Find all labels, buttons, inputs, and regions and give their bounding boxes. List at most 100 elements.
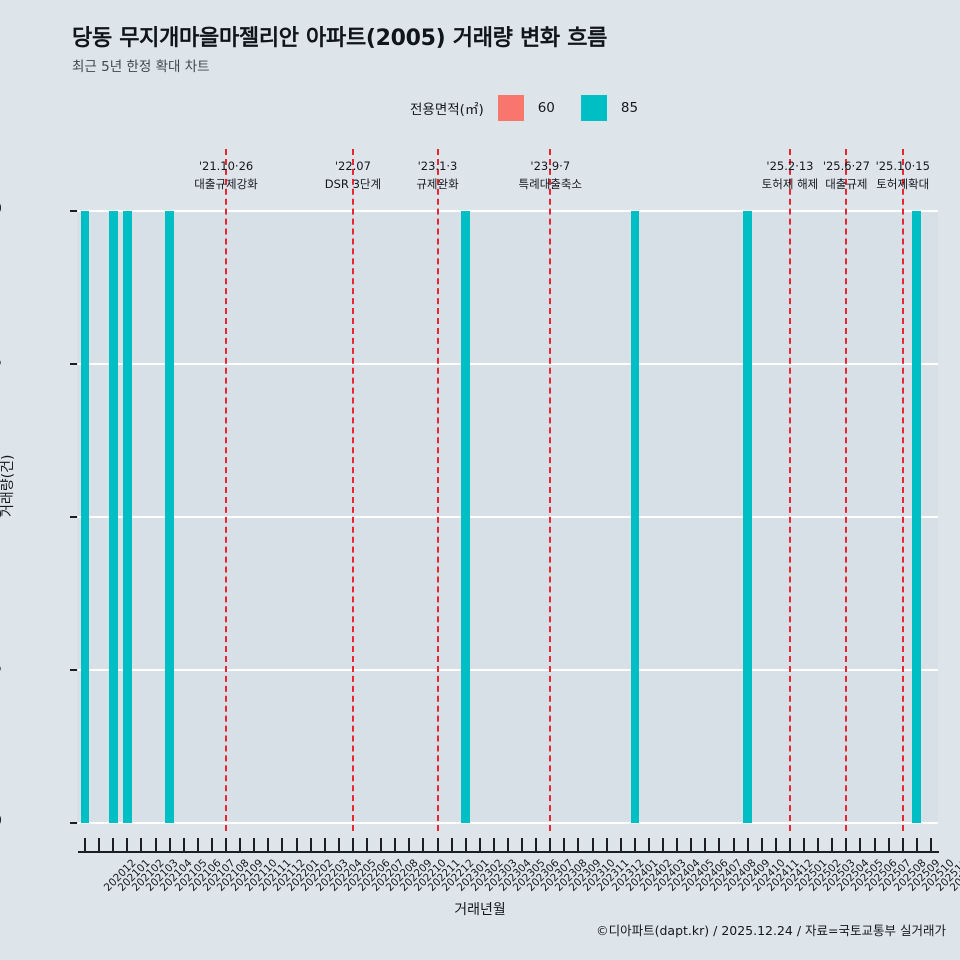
x-axis-tick-mark xyxy=(887,838,890,851)
x-axis-tick-mark xyxy=(549,838,552,851)
bar[interactable] xyxy=(80,211,90,823)
gridline xyxy=(78,822,938,824)
event-annotation: '25.10·15 토허제확대 xyxy=(813,158,960,194)
x-axis-tick-mark xyxy=(718,838,721,851)
y-axis-tick-mark xyxy=(70,822,77,824)
x-axis-title: 거래년월 xyxy=(454,902,506,918)
y-axis-tick-label: 0.50 xyxy=(0,507,2,523)
bar[interactable] xyxy=(461,211,471,823)
bar[interactable] xyxy=(108,211,118,823)
x-axis-tick-mark xyxy=(591,838,594,851)
legend-label-85: 85 xyxy=(620,100,639,116)
bar[interactable] xyxy=(630,211,640,823)
x-axis-tick-mark xyxy=(436,838,439,851)
x-axis-tick-mark xyxy=(394,838,397,851)
legend-swatch-60[interactable] xyxy=(497,95,524,121)
x-axis-tick-mark xyxy=(225,838,228,851)
x-axis-tick-mark xyxy=(662,838,665,851)
x-axis-tick-mark xyxy=(84,838,87,851)
x-axis-tick-mark xyxy=(619,838,622,851)
legend: 전용면적(㎡) 60 85 xyxy=(410,95,638,121)
footer-credit: ©디아파트(dapt.kr) / 2025.12.24 / 자료=국토교통부 실… xyxy=(596,923,946,938)
event-marker-line xyxy=(549,149,552,831)
x-axis-tick-mark xyxy=(647,838,650,851)
event-marker-line xyxy=(901,149,904,831)
x-axis-line xyxy=(78,851,939,853)
x-axis-tick-mark xyxy=(915,838,918,851)
x-axis-tick-mark xyxy=(704,838,707,851)
bar[interactable] xyxy=(165,211,174,823)
event-marker-line xyxy=(845,149,848,831)
event-date: '25.10·15 xyxy=(875,159,930,173)
event-marker-line xyxy=(788,149,791,831)
legend-title: 전용면적(㎡) xyxy=(410,102,484,118)
x-axis-tick-mark xyxy=(239,838,242,851)
x-axis-tick-mark xyxy=(563,838,566,851)
x-axis-tick-mark xyxy=(366,838,369,851)
gridline xyxy=(78,669,938,671)
y-axis-title: 거래량(건) xyxy=(0,454,16,517)
x-axis-tick-mark xyxy=(845,838,848,851)
x-axis-tick-mark xyxy=(605,838,608,851)
y-axis-tick-mark xyxy=(70,516,77,518)
x-axis-tick-mark xyxy=(690,838,693,851)
y-axis-tick-mark xyxy=(70,210,77,212)
event-name: 토허제확대 xyxy=(876,176,930,191)
y-axis-tick-mark xyxy=(70,669,77,671)
event-marker-line xyxy=(351,149,354,831)
x-axis-tick-mark xyxy=(450,838,453,851)
event-marker-line xyxy=(436,149,439,831)
x-axis-tick-mark xyxy=(577,838,580,851)
x-axis-tick-mark xyxy=(126,838,129,851)
x-axis-tick-mark xyxy=(182,838,185,851)
x-axis-tick-mark xyxy=(478,838,481,851)
gridline xyxy=(78,210,938,212)
y-axis-tick-label: 0.25 xyxy=(0,660,2,676)
x-axis-tick-mark xyxy=(253,838,256,851)
plot-area xyxy=(78,149,938,831)
x-axis-tick-mark xyxy=(380,838,383,851)
y-axis-tick-label: 0.75 xyxy=(0,354,2,370)
bar[interactable] xyxy=(912,211,922,823)
y-axis-tick-label: 1.00 xyxy=(0,201,2,217)
x-axis-tick-mark xyxy=(746,838,749,851)
x-axis-tick-mark xyxy=(859,838,862,851)
x-axis-tick-mark xyxy=(535,838,538,851)
x-axis-tick-mark xyxy=(267,838,270,851)
x-axis-tick-mark xyxy=(521,838,524,851)
x-axis-tick-mark xyxy=(732,838,735,851)
x-axis-tick-mark xyxy=(196,838,199,851)
x-axis-tick-mark xyxy=(98,838,101,851)
legend-swatch-85[interactable] xyxy=(580,95,607,121)
bar[interactable] xyxy=(743,211,753,823)
x-axis-tick-mark xyxy=(295,838,298,851)
x-axis-tick-mark xyxy=(760,838,763,851)
event-marker-line xyxy=(225,149,228,831)
x-axis-tick-mark xyxy=(901,838,904,851)
gridline xyxy=(78,363,938,365)
x-axis-tick-mark xyxy=(873,838,876,851)
x-axis-tick-mark xyxy=(210,838,213,851)
x-axis-tick-mark xyxy=(831,838,834,851)
x-axis-tick-mark xyxy=(774,838,777,851)
y-axis-line xyxy=(77,211,78,824)
y-axis-tick-mark xyxy=(70,363,77,365)
x-axis-tick-mark xyxy=(929,838,932,851)
x-axis-tick-mark xyxy=(788,838,791,851)
x-axis-tick-mark xyxy=(168,838,171,851)
x-axis-tick-mark xyxy=(507,838,509,851)
x-axis-tick-mark xyxy=(633,838,636,851)
x-axis-tick-mark xyxy=(112,838,115,851)
x-axis-tick-mark xyxy=(408,838,411,851)
x-axis-tick-mark xyxy=(323,838,326,851)
x-axis-tick-mark xyxy=(309,838,312,851)
x-axis-tick-mark xyxy=(803,838,806,851)
bar[interactable] xyxy=(122,211,132,823)
x-axis-tick-mark xyxy=(351,838,354,851)
legend-label-60: 60 xyxy=(537,100,555,116)
y-axis-tick-label: 0.00 xyxy=(0,813,2,829)
x-axis-tick-mark xyxy=(464,838,467,851)
x-axis-tick-mark xyxy=(817,838,820,851)
x-axis-tick-mark xyxy=(676,838,679,851)
